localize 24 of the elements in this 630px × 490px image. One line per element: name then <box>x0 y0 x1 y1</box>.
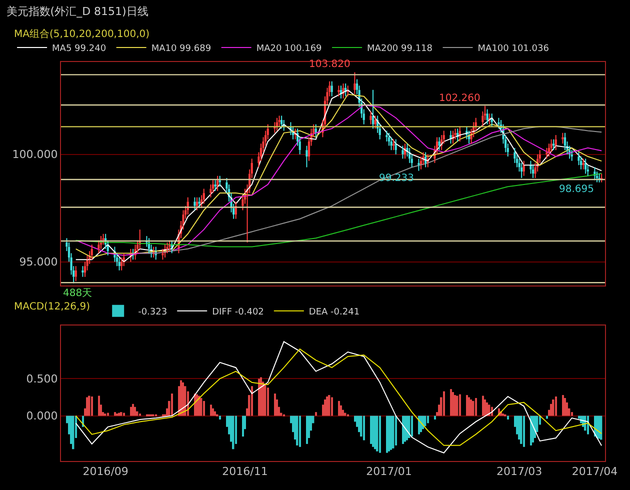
text: 488天 <box>63 288 92 299</box>
y-tick-label: 95.000 <box>19 256 58 269</box>
y-tick-label: 100.000 <box>12 148 58 162</box>
y-tick-label: 0.000 <box>26 410 58 423</box>
legend-label: DEA -0.241 <box>308 307 360 318</box>
legend-title: MA组合(5,10,20,200,100,0) <box>14 28 150 40</box>
legend-label: MA10 99.689 <box>151 44 212 54</box>
annotation: 102.260 <box>439 93 480 104</box>
annotation: 103.820 <box>309 59 350 70</box>
legend-label: MA200 99.118 <box>367 44 433 54</box>
annotation: 98.695 <box>559 184 594 195</box>
chart-title: 美元指数(外汇_D 8151)日线 <box>6 5 148 18</box>
x-tick-label: 2016/11 <box>222 465 268 478</box>
legend-label: MA20 100.169 <box>256 44 322 54</box>
legend-label: MA100 101.036 <box>478 44 550 54</box>
legend-label: MA5 99.240 <box>52 44 106 54</box>
legend-label: DIFF -0.402 <box>212 307 264 318</box>
x-tick-label: 2017/01 <box>366 465 412 478</box>
x-tick-label: 2016/09 <box>82 465 128 478</box>
chart-title: MACD(12,26,9) <box>14 301 90 312</box>
y-tick-label: 0.500 <box>26 372 58 386</box>
legend-label: -0.323 <box>138 307 168 318</box>
x-tick-label: 2017/04 <box>572 465 618 478</box>
x-tick-label: 2017/03 <box>496 465 542 478</box>
